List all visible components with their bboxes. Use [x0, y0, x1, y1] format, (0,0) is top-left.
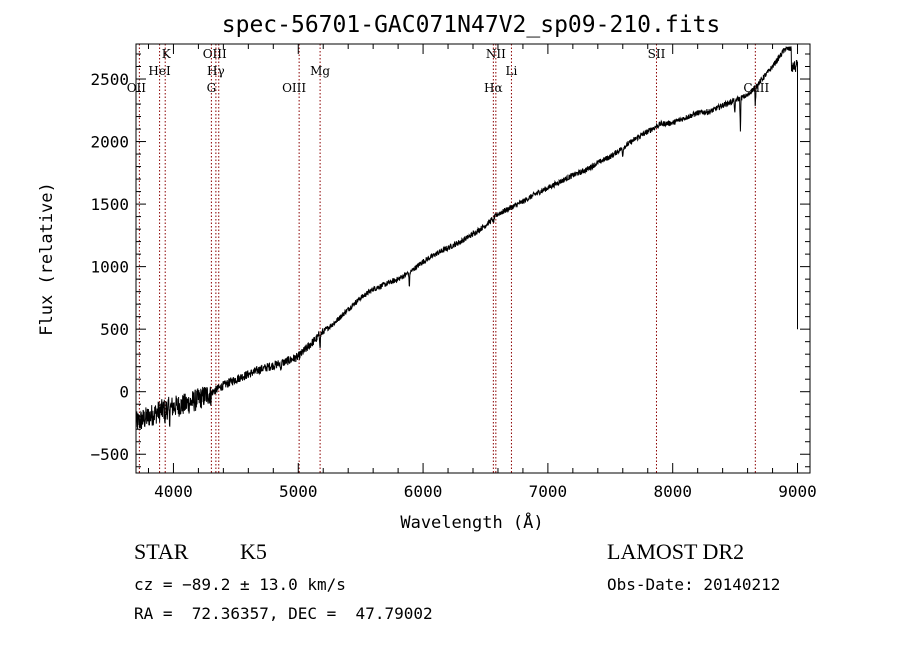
x-axis-label: Wavelength (Å): [400, 511, 543, 533]
spectral-line-label: Li: [506, 64, 518, 78]
spectral-line-label: Hγ: [207, 64, 225, 78]
y-tick-label: −500: [90, 445, 129, 464]
spectral-line-label: SII: [648, 47, 666, 61]
survey-name: LAMOST DR2: [607, 539, 745, 564]
spectral-line-label: OIII: [282, 81, 306, 95]
x-tick-label: 7000: [529, 482, 568, 501]
y-tick-label: 500: [100, 320, 129, 339]
chart-title: spec-56701-GAC071N47V2_sp09-210.fits: [222, 12, 721, 38]
spectral-line-label: Mg: [310, 64, 330, 78]
spectrum-series: [135, 46, 798, 430]
spectral-line-label: HeI: [148, 64, 171, 78]
axis-ticks: 4000 5000 6000 7000 8000 9000 −500 0 500 1000 1500…: [90, 44, 817, 501]
y-tick-label: 1000: [90, 258, 129, 277]
spectral-line-label: G: [207, 81, 217, 95]
x-tick-label: 9000: [778, 482, 817, 501]
y-tick-label: 1500: [90, 195, 129, 214]
spectral-line-label: Hα: [484, 81, 503, 95]
object-subclass: K5: [240, 539, 267, 564]
y-axis-label: Flux (relative): [37, 182, 57, 336]
observation-date: Obs-Date: 20140212: [607, 575, 781, 594]
plot-frame: [135, 43, 811, 474]
x-tick-label: 5000: [279, 482, 318, 501]
x-tick-label: 8000: [653, 482, 692, 501]
y-tick-label: 0: [119, 383, 129, 402]
y-tick-label: 2000: [90, 133, 129, 152]
spectrum-line: [135, 46, 798, 430]
y-tick-label: 2500: [90, 70, 129, 89]
spectral-line-label: OIII: [203, 47, 227, 61]
x-tick-label: 6000: [404, 482, 443, 501]
redshift-value: cz = −89.2 ± 13.0 km/s: [134, 575, 346, 594]
spectral-line-label: K: [162, 47, 172, 61]
x-tick-label: 4000: [154, 482, 193, 501]
coordinates-value: RA = 72.36357, DEC = 47.79002: [134, 604, 433, 623]
object-class: STAR: [134, 539, 189, 564]
spectral-line-label: NII: [486, 47, 506, 61]
